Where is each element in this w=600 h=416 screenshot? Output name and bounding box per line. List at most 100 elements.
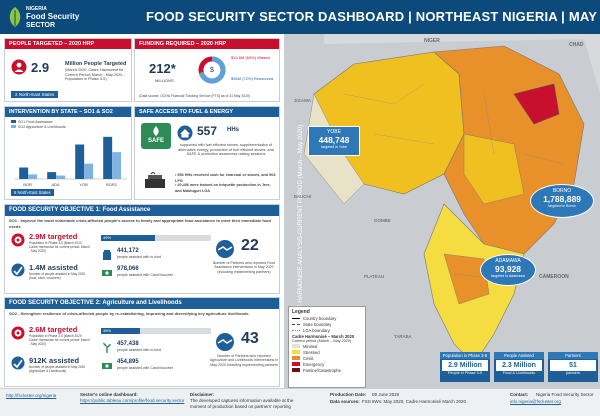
safe-logo: SAFE	[141, 123, 171, 149]
so2-desc: SO2 - Strengthen resilience of crisis-af…	[9, 311, 249, 316]
so2-cash-label: people assisted with Cash/Voucher	[117, 366, 173, 370]
chart-bar	[84, 163, 94, 179]
so2-progress-fill: 35%	[101, 328, 140, 334]
legend-so1-label: SO1 Food Assistance	[18, 120, 53, 124]
footer-email[interactable]: info.nigeria@fscluster.org	[510, 399, 561, 404]
so2-cash: 454,895	[117, 359, 139, 365]
legend-phase-title: Cadre Harmonisé – March 2020	[292, 334, 355, 339]
chart-bar	[28, 174, 38, 179]
so1-target-sub: Population in Phase 3-5 (March 2020 Cadr…	[29, 241, 90, 253]
logo-line-3: SECTOR	[26, 22, 56, 29]
yobe-value: 448,748	[318, 135, 350, 145]
adamawa-callout: ADAMAWA 93,928 targeted in Adamawa	[480, 254, 536, 286]
legend-phase-sub: Current period (March – May 2020)	[292, 339, 352, 343]
legend-phase-2: Stressed	[292, 349, 362, 355]
stat-assisted-sub: Food & Livelihoods	[502, 371, 536, 375]
so1-partners: 22	[241, 237, 259, 254]
so1-cash-label: people assisted with Cash/Voucher	[117, 273, 173, 277]
adamawa-value: 93,928	[495, 264, 521, 274]
so1-panel: FOOD SECURITY OBJECTIVE 1: Food Assistan…	[4, 204, 280, 294]
fss-logo: NIGERIA Food Security SECTOR	[6, 4, 96, 30]
stat-population-sub: People in Phase 3-5	[447, 371, 483, 375]
legend-phase-3-label: Crisis	[303, 355, 314, 361]
borno-value: 1,788,889	[543, 194, 581, 204]
chart-bar	[19, 167, 29, 179]
so1-partners-label: Number of Partners who reported Food Ass…	[212, 261, 276, 274]
borno-callout: BORNO 1,788,889 targeted in Borno	[530, 184, 594, 218]
stat-population-value: 2.9 Million	[442, 360, 488, 371]
so1-progress-fill: 49%	[101, 235, 155, 241]
people-targeted-title: PEOPLE TARGETED – 2020 HRP	[5, 39, 131, 49]
legend-phase-3-swatch	[292, 356, 300, 360]
so1-reached-sub: Number of people assisted in May 2020 (f…	[29, 272, 86, 280]
so2-target: 2.6M targeted	[29, 325, 78, 334]
so2-inkind-label: people assisted with in-kind	[117, 348, 161, 352]
legend-item-lga: LGA boundary	[292, 327, 362, 333]
stat-partners: Partners 51 partners	[548, 352, 598, 382]
map-label-plateau: PLATEAU	[364, 274, 385, 279]
legend-so1-swatch	[11, 120, 16, 123]
cookstove-icon	[145, 172, 165, 188]
footer-date-label: Production Date:	[330, 392, 367, 397]
legend-phase-5-label: Famine/Catastrophe	[303, 367, 341, 373]
page-title: FOOD SECURITY SECTOR DASHBOARD | NORTHEA…	[146, 9, 600, 24]
legend-title: Legend	[292, 309, 310, 315]
safe-unit: HHs	[227, 127, 240, 133]
legend-lga-swatch	[292, 329, 300, 331]
so1-progress-bar: 49%	[101, 235, 211, 241]
chart-category-label: ADA	[51, 182, 60, 187]
chart-bar	[103, 136, 113, 179]
legend-phase-1-swatch	[292, 344, 300, 348]
legend-so1: SO1 Food Assistance	[11, 120, 53, 126]
borno-name: BORNO	[552, 188, 572, 194]
logo-line-1: NIGERIA	[26, 6, 47, 12]
footer-source: FSS 5Ws: May 2020, Cadre Harmonisé March…	[362, 399, 467, 404]
legend-phase-5-swatch	[292, 368, 300, 372]
map-label-jigawa: JIGAWA	[294, 98, 311, 103]
safe-logo-text: SAFE	[147, 138, 164, 144]
footer-disclaimer-title: Disclaimer:	[190, 392, 215, 397]
legend-so2-swatch	[11, 125, 16, 128]
so2-panel: FOOD SECURITY OBJECTIVE 2: Agriculture a…	[4, 297, 280, 387]
chart-bar	[75, 144, 85, 179]
header: NIGERIA Food Security SECTOR FOOD SECURI…	[0, 0, 600, 34]
footer-online-title: Sector's online dashboard:	[80, 392, 138, 397]
map-label-niger: NIGER	[424, 38, 440, 44]
footer: http://fscluster.org/nigeria Sector's on…	[0, 388, 600, 416]
so1-desc: SO1 - Improve the most vulnerable crisis…	[9, 218, 271, 229]
adamawa-sub: targeted in Adamawa	[491, 274, 525, 278]
map-label-cameroon: CAMEROON	[539, 274, 569, 280]
footer-contact-label: Contact:	[510, 392, 529, 397]
footer-source-label: Data sources:	[330, 399, 360, 404]
legend-state-label: State boundary	[303, 321, 332, 327]
safe-bullet-1: • 556 HHs received cash for charcoal or …	[175, 173, 276, 183]
so1-assisted-icon	[11, 263, 25, 277]
stat-assisted: People Assisted 2.3 Million Food & Livel…	[494, 352, 544, 382]
so2-target-icon	[11, 326, 25, 340]
svg-text:$: $	[210, 67, 214, 74]
legend-phase-5: Famine/Catastrophe	[292, 367, 362, 373]
so1-inkind: 441,172	[117, 248, 139, 254]
legend-phase-2-swatch	[292, 350, 300, 354]
borno-sub: targeted in Borno	[548, 204, 576, 208]
chart-category-label: BOR	[23, 182, 32, 187]
safe-value: 557	[197, 124, 218, 138]
legend-phase-4-label: Emergency	[303, 361, 325, 367]
funding-note: (Data source: OCHA Financial Tracking Se…	[139, 94, 250, 98]
yobe-sub: targeted in Yobe	[321, 145, 347, 149]
intervention-note: 6 North-East States	[11, 189, 54, 196]
flame-icon	[153, 126, 159, 136]
so2-title: FOOD SECURITY OBJECTIVE 2: Agriculture a…	[5, 298, 279, 309]
so2-partners: 43	[241, 330, 259, 347]
so1-target: 2.9M targeted	[29, 232, 78, 241]
footer-online-link[interactable]: https://public.tableau.com/profile/food.…	[80, 398, 185, 403]
legend-item-country: Country boundary	[292, 315, 362, 321]
yobe-callout: YOBE 448,748 targeted in Yobe	[308, 126, 360, 156]
chart-category-label: YOB	[79, 182, 88, 187]
stat-partners-head: Partners	[548, 352, 598, 359]
intervention-title: INTERVENTION BY STATE – SO1 & SO2	[5, 107, 131, 117]
map-label-chad: CHAD	[569, 42, 584, 48]
footer-link[interactable]: http://fscluster.org/nigeria	[6, 393, 57, 398]
intervention-bar-chart: BOR ADA YOB BOR2	[15, 136, 127, 187]
funding-unit: MILLIONS	[155, 78, 174, 83]
